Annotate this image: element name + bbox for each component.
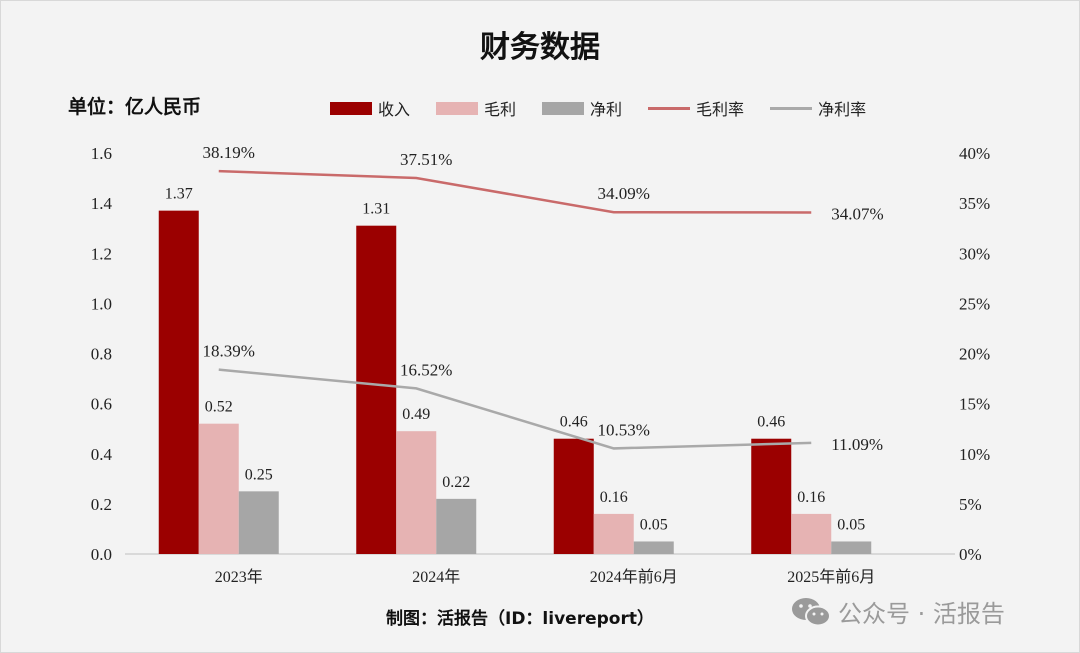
gross-margin-line-data-label: 34.07%	[831, 204, 883, 223]
y-right-tick-label: 15%	[959, 395, 990, 414]
net-profit-bar	[633, 541, 674, 554]
y-left-tick-label: 1.6	[91, 144, 112, 163]
legend-swatch	[330, 101, 372, 115]
revenue-data-label: 1.31	[362, 201, 390, 218]
gross-margin-line	[218, 169, 812, 214]
wechat-icon	[792, 597, 831, 626]
x-tick-label: 2025年前6月	[787, 568, 875, 586]
legend-item-revenue: 收入	[330, 96, 410, 120]
y-left-tick-label: 1.0	[91, 294, 112, 313]
legend-item-net: 净利	[542, 96, 622, 120]
credit-text: 制图：活报告（ID：livereport）	[386, 609, 654, 629]
y-right-tick-label: 0%	[959, 545, 982, 564]
x-tick-label: 2024年	[412, 568, 460, 586]
net-profit-data-label: 0.05	[640, 516, 668, 533]
gross-profit-data-label: 0.16	[797, 489, 825, 506]
legend-item-gross-margin: 毛利率	[648, 96, 744, 120]
net-margin-line	[218, 368, 812, 450]
gross-profit-data-label: 0.52	[205, 399, 233, 416]
gross-margin-line-data-label: 37.51%	[400, 150, 452, 169]
revenue-data-label: 0.46	[560, 414, 588, 431]
y-right-tick-label: 20%	[959, 345, 990, 364]
y-left-tick-label: 1.2	[91, 244, 112, 263]
gross-margin-line-data-label: 34.09%	[598, 184, 650, 203]
net-profit-bar	[436, 498, 477, 554]
legend-item-gross: 毛利	[436, 96, 516, 120]
revenue-data-label: 0.46	[757, 414, 785, 431]
revenue-bar	[158, 210, 199, 555]
net-profit-data-label: 0.25	[245, 466, 273, 483]
legend-line	[770, 106, 813, 110]
gross-profit-bar	[396, 431, 437, 554]
gross-margin-line-data-label: 38.19%	[203, 143, 255, 162]
y-right-tick-label: 10%	[959, 445, 990, 464]
legend-label: 净利率	[818, 100, 867, 119]
revenue-bar	[356, 225, 397, 554]
y-right-tick-label: 35%	[959, 194, 990, 213]
y-left-tick-label: 0.6	[91, 395, 112, 414]
y-left-tick-label: 1.4	[91, 194, 113, 213]
legend-label: 净利	[590, 100, 623, 119]
net-profit-data-label: 0.05	[837, 516, 865, 533]
net-margin-line-data-label: 11.09%	[831, 435, 883, 454]
legend-swatch	[542, 101, 585, 115]
revenue-data-label: 1.37	[165, 186, 193, 203]
y-right-tick-label: 40%	[959, 144, 990, 163]
y-right-tick-label: 25%	[959, 294, 990, 313]
gross-profit-data-label: 0.49	[402, 406, 430, 423]
chart-title: 财务数据	[480, 30, 600, 65]
legend-label: 毛利	[484, 100, 517, 119]
legend: 收入 毛利 净利 毛利率 净利率	[330, 96, 892, 120]
gross-profit-data-label: 0.16	[600, 489, 628, 506]
watermark-text: 公众号 · 活报告	[838, 600, 1005, 628]
legend-swatch	[436, 101, 479, 115]
revenue-bar	[553, 438, 594, 554]
y-left-tick-label: 0.2	[91, 495, 112, 514]
gross-profit-bar	[593, 513, 634, 554]
legend-label: 毛利率	[696, 100, 745, 119]
x-tick-label: 2023年	[215, 568, 263, 586]
watermark: 公众号 · 活报告	[790, 594, 1005, 629]
unit-label: 单位：亿人民币	[68, 96, 202, 118]
legend-label: 收入	[378, 100, 411, 119]
gross-profit-bar	[791, 513, 832, 554]
y-left-tick-label: 0.0	[91, 545, 112, 564]
legend-line	[648, 106, 691, 110]
legend-item-net-margin: 净利率	[770, 96, 866, 120]
y-left-tick-label: 0.8	[91, 345, 112, 364]
net-profit-data-label: 0.22	[442, 474, 470, 491]
net-margin-line-data-label: 10.53%	[598, 420, 650, 439]
y-right-tick-label: 30%	[959, 244, 990, 263]
x-tick-label: 2024年前6月	[590, 568, 678, 586]
y-left-tick-label: 0.4	[91, 445, 113, 464]
net-margin-line-data-label: 16.52%	[400, 360, 452, 379]
net-profit-bar	[238, 491, 279, 554]
y-right-tick-label: 5%	[959, 495, 982, 514]
gross-profit-bar	[198, 423, 239, 554]
net-margin-line-data-label: 18.39%	[203, 342, 255, 361]
revenue-bar	[751, 438, 792, 554]
net-profit-bar	[831, 541, 872, 554]
